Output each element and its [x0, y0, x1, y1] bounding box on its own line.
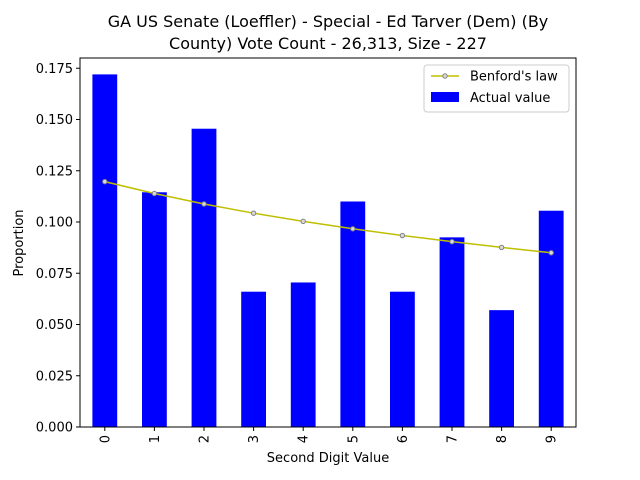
benford-point-6 [399, 232, 406, 239]
chart-title-line-2: County) Vote Count - 26,313, Size - 227 [169, 34, 487, 53]
benford-point-8 [498, 244, 505, 251]
plot-frame [79, 57, 577, 428]
y-tick-label-0.100: 0.100 [36, 216, 73, 231]
bar-3 [241, 291, 266, 427]
chart-title-line-1: GA US Senate (Loeffler) - Special - Ed T… [108, 12, 549, 31]
y-tick-label-0.175: 0.175 [36, 62, 73, 77]
bar-8 [489, 310, 514, 427]
y-tick-label-0.150: 0.150 [36, 113, 73, 128]
x-tick-label-8: 8 [495, 435, 510, 443]
legend: Benford's law Actual value [423, 64, 570, 113]
bar-5 [340, 201, 366, 427]
benford-point-3 [250, 210, 257, 216]
y-axis: 0.000 0.025 0.050 0.075 0.100 0.125 0.150 0.175 [36, 62, 80, 436]
x-tick-label-4: 4 [297, 435, 312, 443]
legend-bar-swatch [431, 92, 459, 102]
benford-line-layer [102, 178, 554, 256]
benford-line [104, 180, 552, 254]
benford-point-2 [201, 201, 207, 207]
bar-7 [439, 237, 465, 427]
bars-layer [92, 74, 564, 428]
bar-9 [538, 210, 564, 427]
bar-2 [191, 128, 217, 427]
benford-point-9 [548, 250, 554, 256]
x-tick-label-0: 0 [98, 435, 113, 443]
legend-label-actual: Actual value [470, 91, 550, 106]
x-axis: 0 1 2 3 4 5 6 7 8 9 [98, 427, 560, 443]
x-tick-label-3: 3 [247, 435, 262, 443]
y-tick-label-0.025: 0.025 [36, 369, 73, 384]
bar-1 [142, 192, 167, 427]
y-tick-label-0.125: 0.125 [36, 164, 73, 179]
benford-point-5 [350, 226, 356, 232]
y-axis-label: Proportion [12, 209, 27, 276]
x-tick-label-6: 6 [396, 435, 411, 443]
bar-4 [290, 282, 316, 427]
x-tick-label-5: 5 [346, 435, 361, 443]
y-tick-label-0.050: 0.050 [36, 318, 73, 333]
benford-point-7 [449, 238, 455, 245]
x-axis-label: Second Digit Value [267, 451, 389, 466]
x-tick-label-2: 2 [198, 435, 213, 443]
x-tick-label-7: 7 [446, 435, 461, 443]
x-tick-label-1: 1 [148, 435, 163, 443]
legend-line-marker [442, 73, 448, 79]
y-tick-label-0.000: 0.000 [36, 421, 73, 436]
benford-point-4 [300, 218, 306, 225]
benford-point-1 [151, 190, 158, 197]
bar-6 [390, 291, 415, 427]
bar-0 [92, 74, 118, 428]
legend-box [423, 64, 570, 113]
x-tick-label-9: 9 [545, 435, 560, 443]
benford-point-0 [102, 178, 108, 185]
legend-label-benford: Benford's law [470, 70, 558, 85]
y-tick-label-0.075: 0.075 [36, 267, 73, 282]
